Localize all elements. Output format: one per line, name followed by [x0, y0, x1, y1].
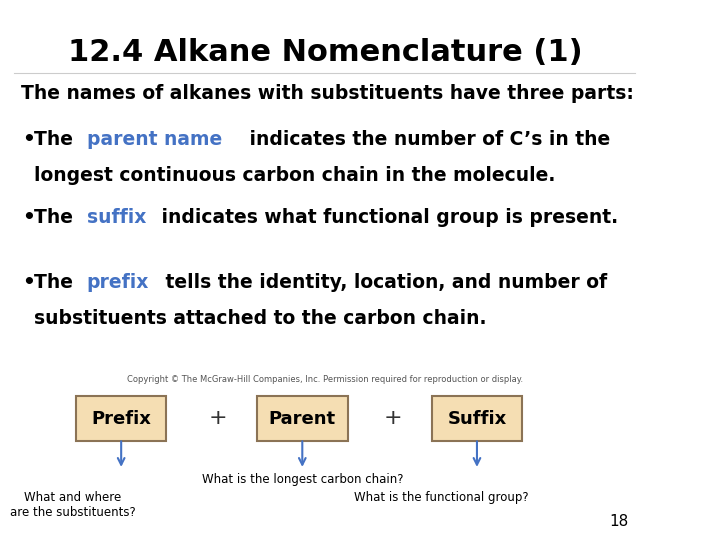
Text: 12.4 Alkane Nomenclature (1): 12.4 Alkane Nomenclature (1) [68, 38, 582, 67]
Text: Parent: Parent [269, 409, 336, 428]
Text: tells the identity, location, and number of: tells the identity, location, and number… [159, 273, 607, 292]
Text: The: The [34, 208, 79, 227]
Text: Prefix: Prefix [91, 409, 151, 428]
Text: Suffix: Suffix [447, 409, 507, 428]
Text: •: • [22, 273, 35, 292]
Text: The names of alkanes with substituents have three parts:: The names of alkanes with substituents h… [21, 84, 634, 103]
Text: Copyright © The McGraw-Hill Companies, Inc. Permission required for reproduction: Copyright © The McGraw-Hill Companies, I… [127, 375, 523, 384]
Text: The: The [34, 273, 79, 292]
Text: indicates what functional group is present.: indicates what functional group is prese… [156, 208, 618, 227]
Text: What and where
are the substituents?: What and where are the substituents? [10, 491, 135, 519]
Text: substituents attached to the carbon chain.: substituents attached to the carbon chai… [34, 309, 486, 328]
FancyBboxPatch shape [257, 395, 348, 442]
Text: What is the functional group?: What is the functional group? [354, 491, 528, 504]
Text: prefix: prefix [86, 273, 149, 292]
Text: longest continuous carbon chain in the molecule.: longest continuous carbon chain in the m… [34, 166, 555, 185]
Text: What is the longest carbon chain?: What is the longest carbon chain? [202, 472, 403, 485]
Text: •: • [22, 208, 35, 227]
Text: indicates the number of C’s in the: indicates the number of C’s in the [243, 130, 611, 148]
Text: +: + [209, 408, 228, 429]
Text: 18: 18 [610, 514, 629, 529]
Text: parent name: parent name [86, 130, 222, 148]
Text: •: • [22, 130, 35, 148]
FancyBboxPatch shape [432, 395, 522, 442]
FancyBboxPatch shape [76, 395, 166, 442]
Text: suffix: suffix [86, 208, 146, 227]
Text: The: The [34, 130, 79, 148]
Text: +: + [384, 408, 402, 429]
